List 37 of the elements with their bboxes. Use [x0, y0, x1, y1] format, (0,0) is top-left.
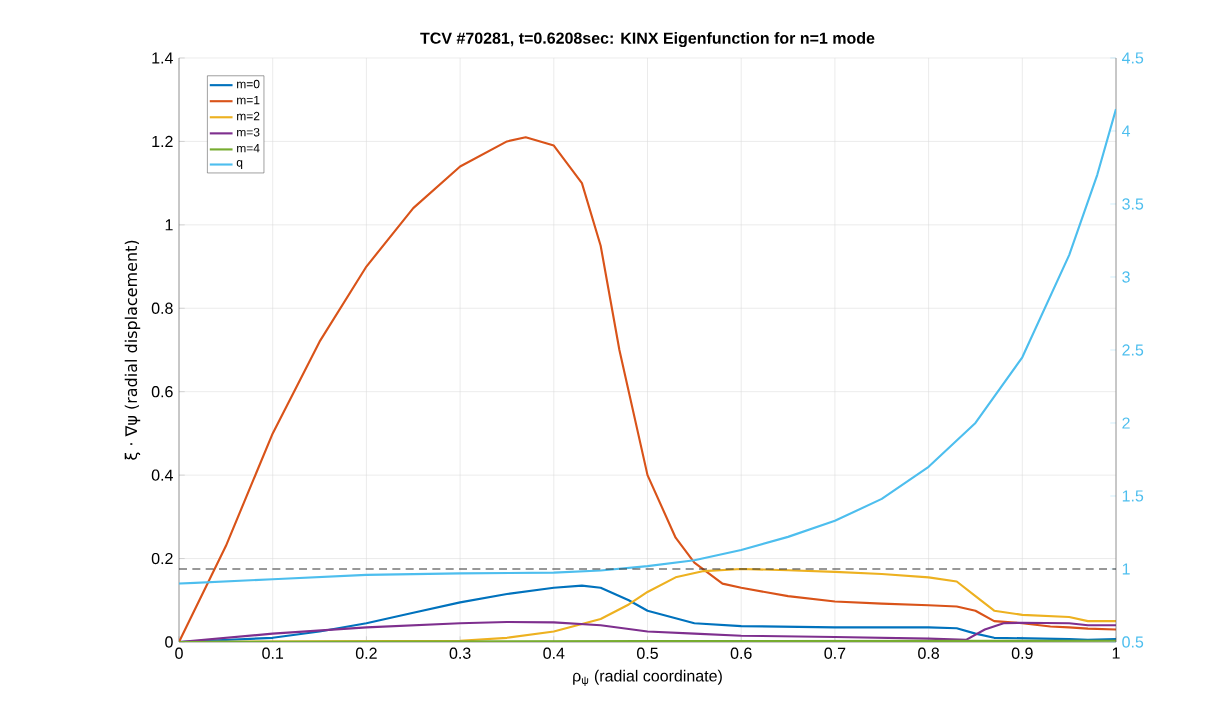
- legend-label: m=1: [237, 95, 260, 105]
- y2-tick-label: 3: [1122, 271, 1130, 283]
- y2-tick-label: 4.5: [1121, 52, 1144, 64]
- y2-tick-label: 4: [1121, 125, 1131, 137]
- legend-label: m=3: [237, 127, 260, 137]
- x-tick-label: 0.7: [824, 647, 846, 659]
- y2-tick-label: 3.5: [1122, 198, 1144, 210]
- y-tick-label: 0.8: [151, 302, 173, 314]
- x-axis-title: ρ$_{ψ}$ (radial coordinate): [573, 669, 722, 687]
- legend-label: m=2: [237, 111, 260, 121]
- x-tick-label: 0.6: [730, 647, 752, 659]
- y-tick-label: 1: [165, 219, 173, 231]
- y2-tick-label: 2: [1122, 417, 1130, 429]
- x-tick-label: 0.5: [637, 647, 658, 659]
- x-tick-label: 0.4: [543, 647, 565, 659]
- y-tick-label: 1.2: [152, 135, 173, 147]
- y-tick-label: 1.4: [152, 52, 173, 64]
- legend-label: m=0: [237, 79, 260, 89]
- x-tick-label: 0: [175, 647, 183, 659]
- chart-title: TCV #70281, t=0.6208sec: KINX Eigenfunction for n=1 mode: [420, 32, 875, 48]
- y-tick-label: 0.2: [151, 552, 173, 565]
- x-tick-label: 0.9: [1011, 647, 1033, 659]
- y-tick-label: 0: [165, 636, 173, 648]
- x-tick-label: 0.2: [355, 647, 377, 659]
- y2-tick-label: 1.5: [1122, 490, 1144, 502]
- x-tick-label: 0.8: [918, 647, 940, 659]
- x-tick-label: 1: [1112, 647, 1120, 659]
- y2-tick-label: 1: [1122, 563, 1130, 575]
- y2-tick-label: 0.5: [1122, 636, 1144, 648]
- y-tick-label: 0.4: [151, 469, 173, 481]
- y-tick-label: 0.6: [151, 386, 173, 398]
- y-axis-title: ξ · ∇ψ (radial displacement): [124, 240, 141, 460]
- legend-label: m=4: [237, 144, 260, 153]
- x-tick-label: 0.1: [262, 647, 284, 659]
- x-tick-label: 0.3: [449, 647, 471, 659]
- y2-tick-label: 2.5: [1122, 344, 1144, 356]
- legend-label: q: [236, 160, 243, 170]
